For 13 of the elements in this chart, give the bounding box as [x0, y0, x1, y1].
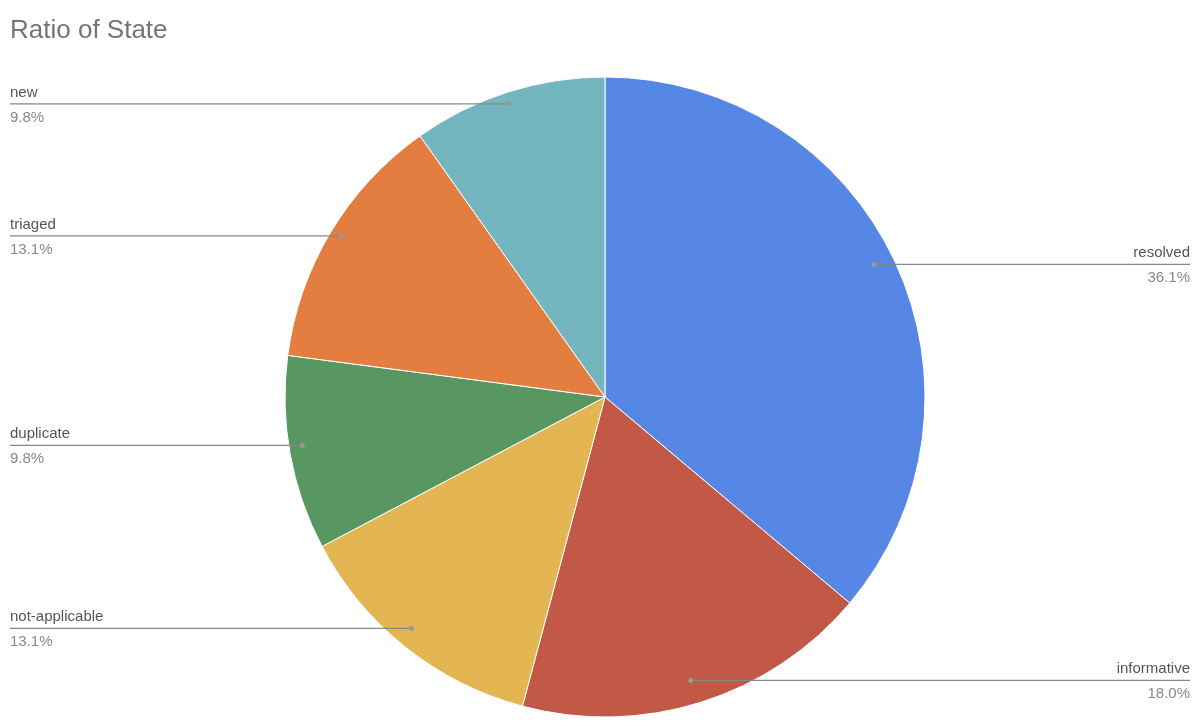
- data-label: 13.1%: [10, 239, 53, 257]
- slice-label: informative: [1116, 659, 1190, 677]
- data-label: 13.1%: [10, 632, 53, 650]
- slice-label: duplicate: [10, 424, 71, 442]
- chart-title: Ratio of State: [10, 14, 168, 45]
- data-label: 9.8%: [10, 449, 45, 467]
- slice-label: triaged: [10, 214, 56, 232]
- data-label: 36.1%: [1147, 268, 1190, 286]
- data-label: 9.8%: [10, 107, 45, 125]
- slice-label: resolved: [1133, 243, 1190, 261]
- data-label: 18.0%: [1147, 684, 1190, 702]
- slice-label: not-applicable: [10, 607, 104, 625]
- slice-label: new: [10, 82, 38, 100]
